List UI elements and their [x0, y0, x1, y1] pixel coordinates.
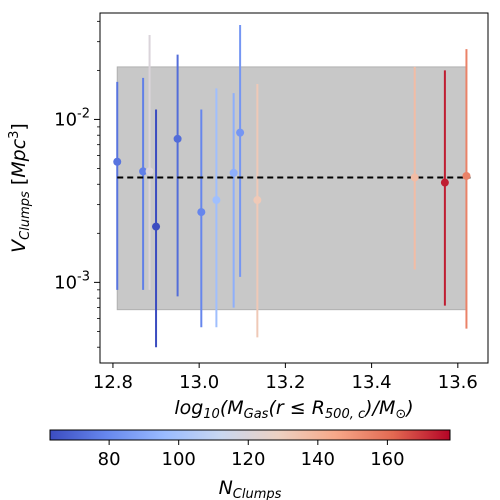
colorbar-label: NClumps [219, 477, 282, 500]
data-point-1 [113, 157, 122, 166]
data-point-5 [173, 134, 182, 143]
colorbar-tick-label-2: 100 [162, 449, 196, 470]
colorbar-tick-label-5: 160 [370, 449, 404, 470]
x-tick-label-5: 13.6 [438, 372, 478, 393]
data-point-10 [253, 196, 262, 205]
colorbar-tick-label-4: 140 [301, 449, 335, 470]
y-tick-label-2: 10-2 [54, 106, 90, 130]
data-point-4 [152, 222, 161, 231]
data-point-8 [229, 168, 238, 177]
y-tick-label-1: 10-3 [54, 269, 90, 293]
plot-frame [99, 12, 489, 364]
data-point-11 [410, 173, 419, 182]
y-axis-label: VClumps [Mpc3] [7, 123, 33, 253]
data-point-2 [139, 167, 148, 176]
data-point-13 [462, 171, 471, 180]
x-tick-label-4: 13.4 [352, 372, 392, 393]
x-tick-label-1: 12.8 [93, 372, 133, 393]
data-point-7 [212, 196, 221, 205]
colorbar-gradient [49, 429, 451, 441]
plot-area [113, 24, 471, 348]
data-point-9 [236, 128, 245, 137]
data-point-6 [197, 208, 206, 217]
axes: 12.8 13.0 13.2 13.4 13.6 10-3 10-2 [54, 20, 478, 393]
data-point-12 [440, 178, 449, 187]
x-tick-label-3: 13.2 [265, 372, 305, 393]
data-point-3 [145, 167, 154, 176]
colorbar-tick-label-1: 80 [98, 449, 121, 470]
shaded-band [116, 66, 467, 311]
x-axis-label: log10(MGas(r ≤ R500, c)/M⊙) [174, 397, 413, 422]
colorbar-tick-label-3: 120 [231, 449, 265, 470]
x-tick-label-2: 13.0 [179, 372, 219, 393]
colorbar: 80 100 120 140 160 [49, 429, 451, 470]
